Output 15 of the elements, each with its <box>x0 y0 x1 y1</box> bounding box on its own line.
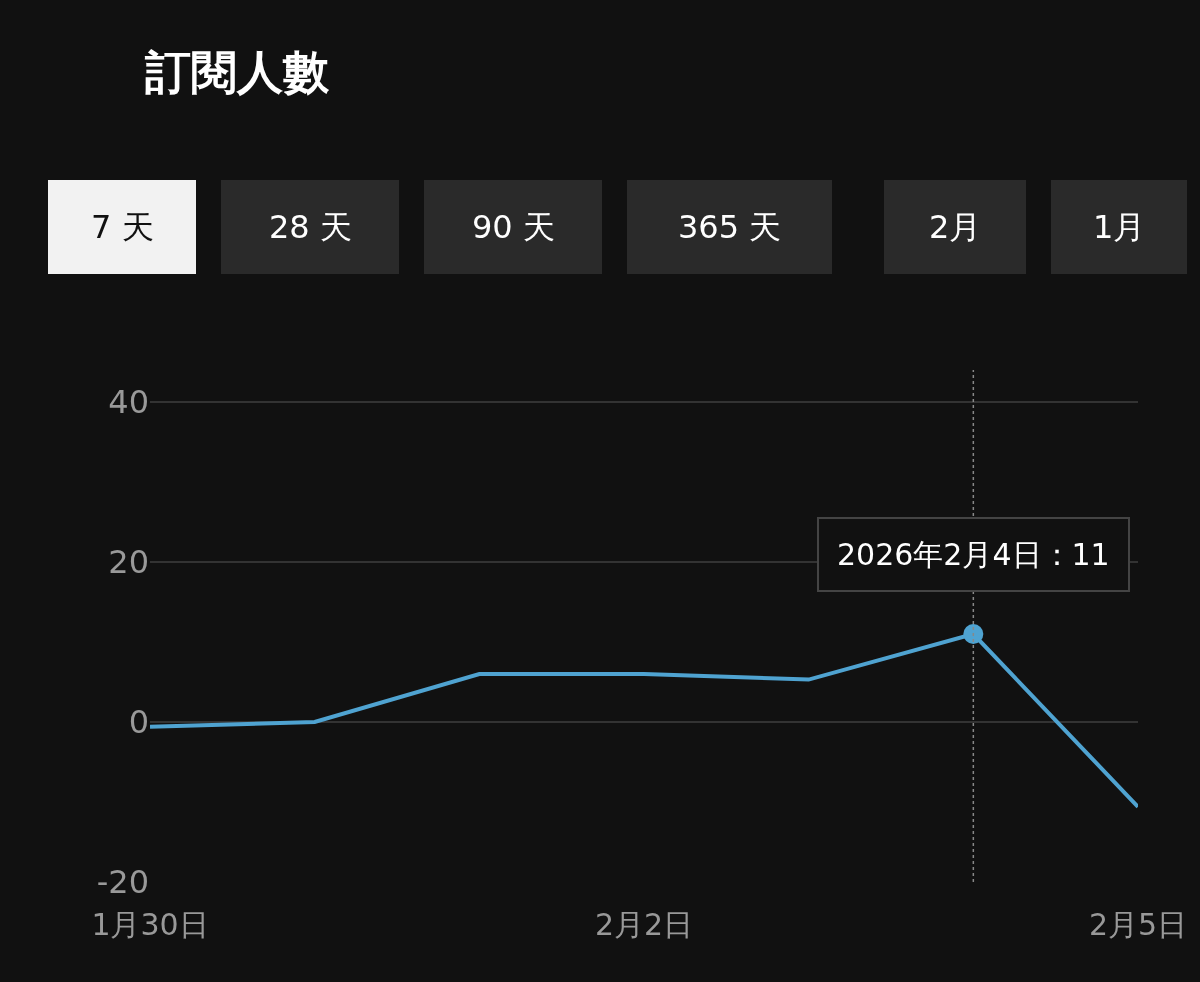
x-tick-label: 1月30日 <box>91 907 209 942</box>
text: 365 天 <box>678 208 782 246</box>
y-tick-label: 40 <box>108 383 149 422</box>
text: 1月 <box>1093 208 1146 246</box>
x-tick-label: 2月5日 <box>1088 907 1188 942</box>
y-tick-label: 20 <box>108 543 149 582</box>
chart-title: 訂閱人數 <box>144 45 330 100</box>
text: 28 天 <box>269 208 352 246</box>
x-tick-label: 2月2日 <box>594 907 694 942</box>
y-tick-label: -20 <box>96 863 149 902</box>
text: 2月 <box>929 208 982 246</box>
text: 7 天 <box>91 208 154 246</box>
annotation: 2026年2月4日：11 <box>837 537 1110 572</box>
y-tick-label: 0 <box>128 703 149 742</box>
text: 90 天 <box>472 208 555 246</box>
